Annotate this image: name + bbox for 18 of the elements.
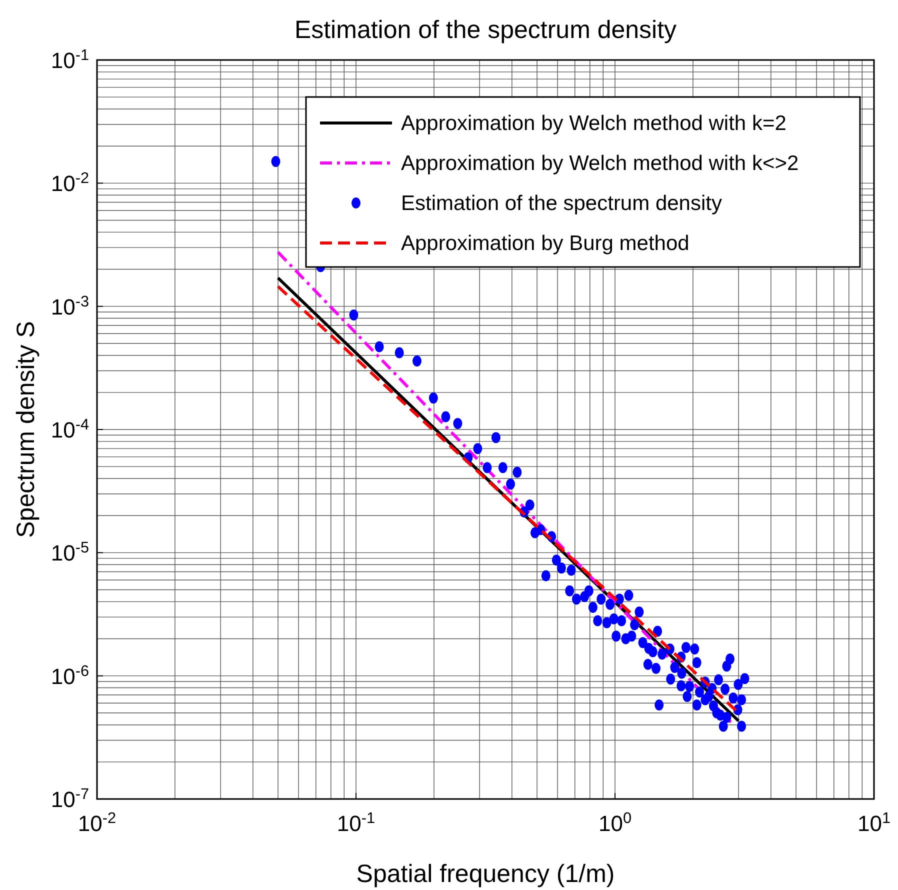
chart-title: Estimation of the spectrum density: [294, 16, 678, 44]
y-tick-label: 10$^{-6}$: [50, 662, 89, 689]
legend-label: Approximation by Welch method with k=2: [401, 112, 786, 135]
y-tick-label: 10$^{-5}$: [50, 539, 89, 566]
legend-label: Approximation by Burg method: [401, 232, 690, 255]
y-tick-label: 10$^{-1}$: [50, 46, 89, 73]
x-tick-label: 10$^{0}$: [598, 810, 632, 836]
x-tick-label: 10$^{-1}$: [336, 810, 376, 836]
legend-label: Approximation by Welch method with k<>2: [401, 152, 799, 175]
y-tick-label: 10$^{-2}$: [50, 170, 89, 196]
y-tick-label: 10$^{-4}$: [50, 416, 90, 442]
x-tick-label: 10$^{1}$: [857, 810, 891, 836]
y-axis-title: Spectrum density S: [12, 321, 40, 538]
x-axis-title: Spatial frequency (1/m): [356, 860, 615, 888]
legend-label: Estimation of the spectrum density: [401, 192, 722, 215]
y-tick-label: 10$^{-7}$: [50, 786, 89, 812]
y-tick-label: 10$^{-3}$: [50, 292, 89, 320]
x-tick-label: 10$^{-2}$: [78, 810, 116, 836]
